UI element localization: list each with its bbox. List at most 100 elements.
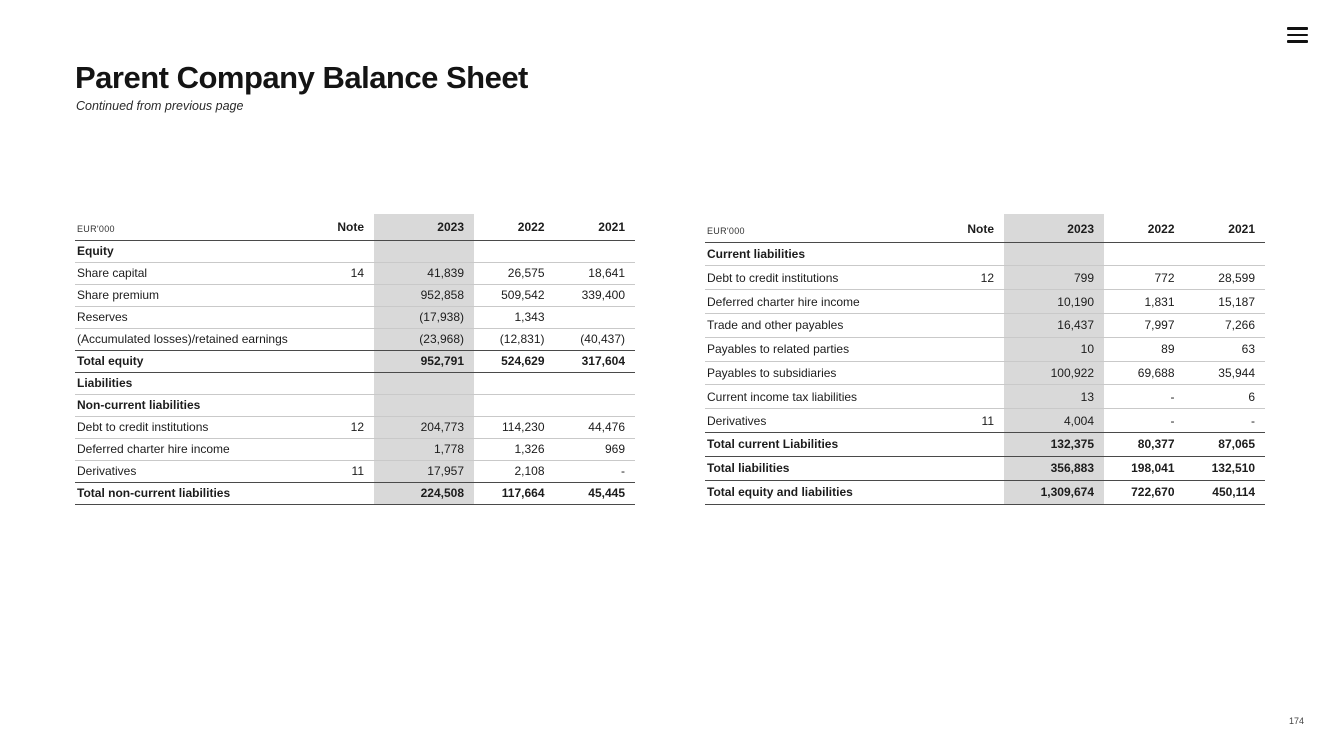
value-cell-2021: 450,114	[1184, 480, 1265, 505]
value-cell-2023: 952,791	[374, 350, 474, 373]
table-row: Payables to subsidiaries 100,922 69,688 35,…	[705, 361, 1265, 386]
page-number: 174	[1288, 716, 1304, 726]
row-label: Payables to related parties	[705, 337, 956, 362]
row-label: Debt to credit institutions	[705, 265, 956, 291]
table-row: Total liabilities 356,883 198,041 132,510	[705, 456, 1265, 481]
value-cell-2023: 952,858	[374, 284, 474, 307]
row-label: Share premium	[75, 284, 326, 307]
value-cell-2021	[1184, 242, 1265, 267]
menu-line	[1287, 40, 1308, 43]
value-cell-2022	[474, 240, 555, 263]
value-cell-2021: 87,065	[1184, 432, 1265, 457]
value-cell-2022: 198,041	[1104, 456, 1185, 481]
value-cell-2021: -	[1184, 408, 1265, 433]
value-cell-2023	[374, 372, 474, 395]
year-header-2023: 2023	[374, 214, 474, 241]
value-cell-2022: 89	[1104, 337, 1185, 362]
value-cell-2022: 1,326	[474, 438, 555, 461]
note-cell	[326, 306, 374, 329]
hamburger-menu-icon[interactable]	[1287, 27, 1308, 43]
table-row: Derivatives 11 17,957 2,108-	[75, 460, 635, 483]
year-header-2021: 2021	[1184, 214, 1265, 243]
value-cell-2023: (17,938)	[374, 306, 474, 329]
value-cell-2022: 1,831	[1104, 289, 1185, 315]
row-label: Total equity and liabilities	[705, 480, 956, 505]
value-cell-2021	[554, 394, 635, 417]
table-row: Debt to credit institutions 12 204,773 114,…	[75, 416, 635, 439]
row-label: Debt to credit institutions	[75, 416, 326, 439]
table-row: Deferred charter hire income 10,190 1,831 1…	[705, 289, 1265, 315]
note-cell	[956, 361, 1004, 386]
note-cell	[326, 394, 374, 417]
row-label: Total equity	[75, 350, 326, 373]
row-label: Deferred charter hire income	[75, 438, 326, 461]
value-cell-2023: 13	[1004, 384, 1104, 410]
year-header-2023: 2023	[1004, 214, 1104, 243]
year-header-2021: 2021	[554, 214, 635, 241]
row-label: Liabilities	[75, 372, 326, 395]
value-cell-2021: 44,476	[554, 416, 635, 439]
value-cell-2023: 1,309,674	[1004, 480, 1104, 505]
value-cell-2021: -	[554, 460, 635, 483]
balance-sheet-table-right: EUR'000 Note 2023 2022 2021 Current liabiliti…	[705, 214, 1265, 505]
value-cell-2022: -	[1104, 384, 1185, 410]
value-cell-2023: 17,957	[374, 460, 474, 483]
page-title: Parent Company Balance Sheet	[75, 60, 528, 95]
table-row: Share premium 952,858 509,542 339,400	[75, 284, 635, 307]
row-label: Payables to subsidiaries	[705, 361, 956, 386]
note-cell	[956, 480, 1004, 505]
value-cell-2023	[374, 240, 474, 263]
table-row: Derivatives 11 4,004- -	[705, 408, 1265, 433]
value-cell-2021: 132,510	[1184, 456, 1265, 481]
value-cell-2022: 509,542	[474, 284, 555, 307]
value-cell-2022: 722,670	[1104, 480, 1185, 505]
value-cell-2022: 117,664	[474, 482, 555, 505]
row-label: Reserves	[75, 306, 326, 329]
note-cell	[326, 240, 374, 263]
note-cell: 11	[956, 408, 1004, 433]
year-header-2022: 2022	[1104, 214, 1185, 243]
value-cell-2022	[474, 394, 555, 417]
row-label: Equity	[75, 240, 326, 263]
value-cell-2023: (23,968)	[374, 328, 474, 351]
row-label: Total liabilities	[705, 456, 956, 481]
table-row: Total current Liabilities 132,375 80,377 87…	[705, 432, 1265, 457]
note-cell	[956, 432, 1004, 457]
value-cell-2022: 69,688	[1104, 361, 1185, 386]
value-cell-2023: 10	[1004, 337, 1104, 362]
value-cell-2021: 339,400	[554, 284, 635, 307]
value-cell-2021: 28,599	[1184, 265, 1265, 291]
table-row: (Accumulated losses)/retained earnings (2…	[75, 328, 635, 351]
value-cell-2023	[1004, 242, 1104, 267]
value-cell-2022	[1104, 242, 1185, 267]
note-cell	[326, 438, 374, 461]
value-cell-2023: 41,839	[374, 262, 474, 285]
value-cell-2023: 799	[1004, 265, 1104, 291]
value-cell-2023: 132,375	[1004, 432, 1104, 457]
balance-sheet-table-left: EUR'000 Note 2023 2022 2021 Equity Share capit…	[75, 214, 635, 505]
value-cell-2021: 969	[554, 438, 635, 461]
note-cell	[326, 328, 374, 351]
row-label: Current income tax liabilities	[705, 384, 956, 410]
value-cell-2023: 16,437	[1004, 313, 1104, 338]
table-row: Current liabilities	[705, 242, 1265, 267]
row-label: Derivatives	[75, 460, 326, 483]
value-cell-2022: 26,575	[474, 262, 555, 285]
note-cell: 11	[326, 460, 374, 483]
table-row: Payables to related parties 10 89 63	[705, 337, 1265, 362]
note-cell	[956, 456, 1004, 481]
note-cell	[956, 384, 1004, 410]
value-cell-2022: (12,831)	[474, 328, 555, 351]
table-row: Total equity 952,791 524,629 317,604	[75, 350, 635, 373]
value-cell-2021: 317,604	[554, 350, 635, 373]
value-cell-2021: (40,437)	[554, 328, 635, 351]
table-header-row: EUR'000 Note 2023 2022 2021	[75, 214, 635, 241]
table-row: Current income tax liabilities 13-6	[705, 384, 1265, 410]
note-cell	[326, 482, 374, 505]
value-cell-2021: 63	[1184, 337, 1265, 362]
note-cell	[326, 284, 374, 307]
value-cell-2022	[474, 372, 555, 395]
row-label: Total non-current liabilities	[75, 482, 326, 505]
note-cell: 14	[326, 262, 374, 285]
row-label: Non-current liabilities	[75, 394, 326, 417]
